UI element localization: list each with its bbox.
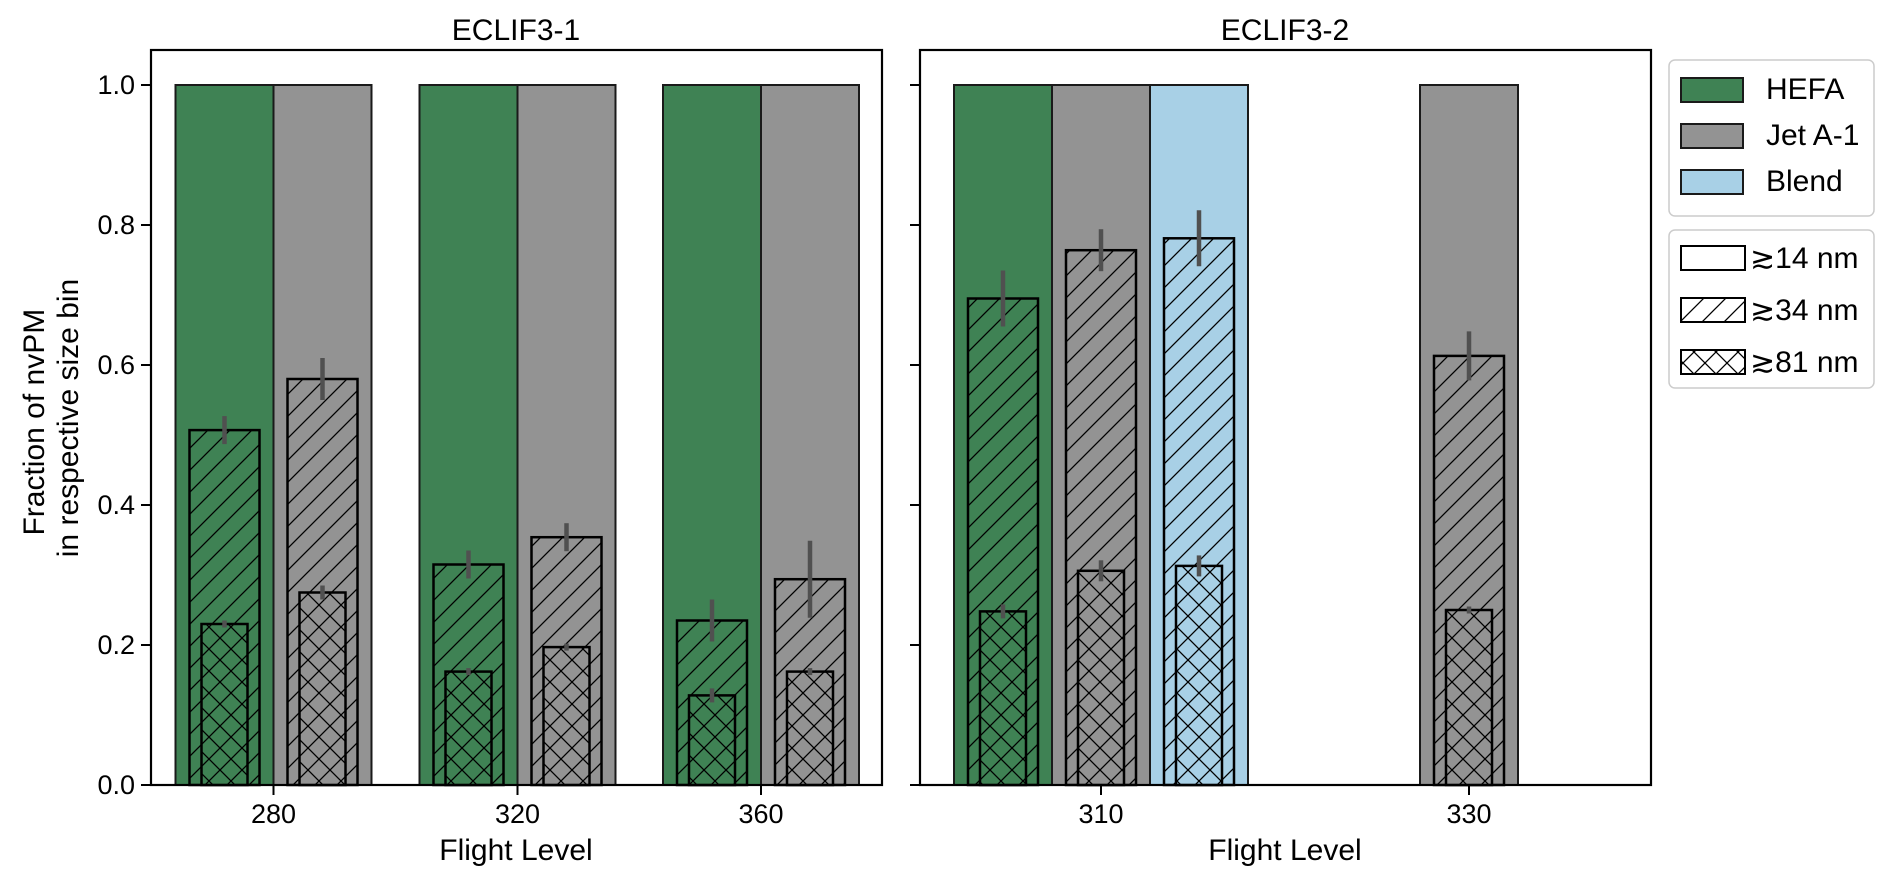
bar-81nm xyxy=(298,591,347,787)
legend-swatch xyxy=(1680,123,1744,149)
legend-swatch xyxy=(1680,77,1744,103)
legend-fuel: HEFA Jet A-1 Blend xyxy=(1668,59,1875,217)
panel-title: ECLIF3-2 xyxy=(1221,14,1349,47)
legend-label: ≳81 nm xyxy=(1750,346,1859,379)
bar-group xyxy=(953,84,1519,787)
x-axis-ticks: 280 320 360 xyxy=(251,785,784,829)
legend-label: ≳14 nm xyxy=(1750,242,1859,275)
legend-swatch xyxy=(1680,297,1746,323)
panel-title: ECLIF3-1 xyxy=(452,14,580,47)
x-tick-label: 330 xyxy=(1446,799,1491,829)
bar-81nm xyxy=(687,694,737,787)
legend-size: ≳14 nm ≳34 nm ≳81 nm xyxy=(1668,229,1875,389)
legend-swatch xyxy=(1680,169,1744,195)
x-axis-ticks: 310 330 xyxy=(1078,785,1492,829)
x-tick-label: 320 xyxy=(495,799,540,829)
y-tick-label: 0.0 xyxy=(97,770,135,800)
y-axis-ticks: 0.0 0.2 0.4 0.6 0.8 1.0 xyxy=(97,70,151,800)
y-axis-label-line-2: in respective size bin xyxy=(52,279,85,557)
bar-81nm xyxy=(1444,608,1494,787)
plot-frame xyxy=(149,48,884,787)
legend-swatch xyxy=(1680,245,1746,271)
bar-81nm xyxy=(785,670,835,787)
y-tick-label: 0.8 xyxy=(97,210,135,240)
legend-label: HEFA xyxy=(1766,73,1844,106)
y-axis-ticks xyxy=(910,84,920,786)
legend-swatch xyxy=(1680,349,1746,375)
panel-eclif3-1: ECLIF3-1 0.0 0.2 0.4 0.6 0.8 1.0 280 320 360 Fl… xyxy=(18,14,884,867)
bar-81nm xyxy=(1174,564,1224,787)
y-tick-label: 0.4 xyxy=(97,490,135,520)
x-axis-label: Flight Level xyxy=(439,834,592,867)
bar-81nm xyxy=(978,610,1028,787)
bar-81nm xyxy=(1076,569,1126,787)
x-axis-label: Flight Level xyxy=(1208,834,1361,867)
legend-label: Blend xyxy=(1766,165,1843,198)
bar-group xyxy=(174,84,860,787)
y-axis-label: Fraction of nvPM in respective size bin xyxy=(18,279,85,557)
bar-81nm xyxy=(200,622,249,787)
y-tick-label: 0.6 xyxy=(97,350,135,380)
bar-81nm xyxy=(444,670,493,787)
y-tick-label: 1.0 xyxy=(97,70,135,100)
x-tick-label: 280 xyxy=(251,799,296,829)
x-tick-label: 310 xyxy=(1078,799,1123,829)
panel-eclif3-2: ECLIF3-2 310 330 Flight Level xyxy=(910,14,1653,867)
legend-label: ≳34 nm xyxy=(1750,294,1859,327)
plot-frame xyxy=(918,48,1653,787)
x-tick-label: 360 xyxy=(738,799,783,829)
bar-81nm xyxy=(542,645,591,787)
y-tick-label: 0.2 xyxy=(97,630,135,660)
legend-label: Jet A-1 xyxy=(1766,119,1859,152)
y-axis-label-line-1: Fraction of nvPM xyxy=(18,309,51,536)
